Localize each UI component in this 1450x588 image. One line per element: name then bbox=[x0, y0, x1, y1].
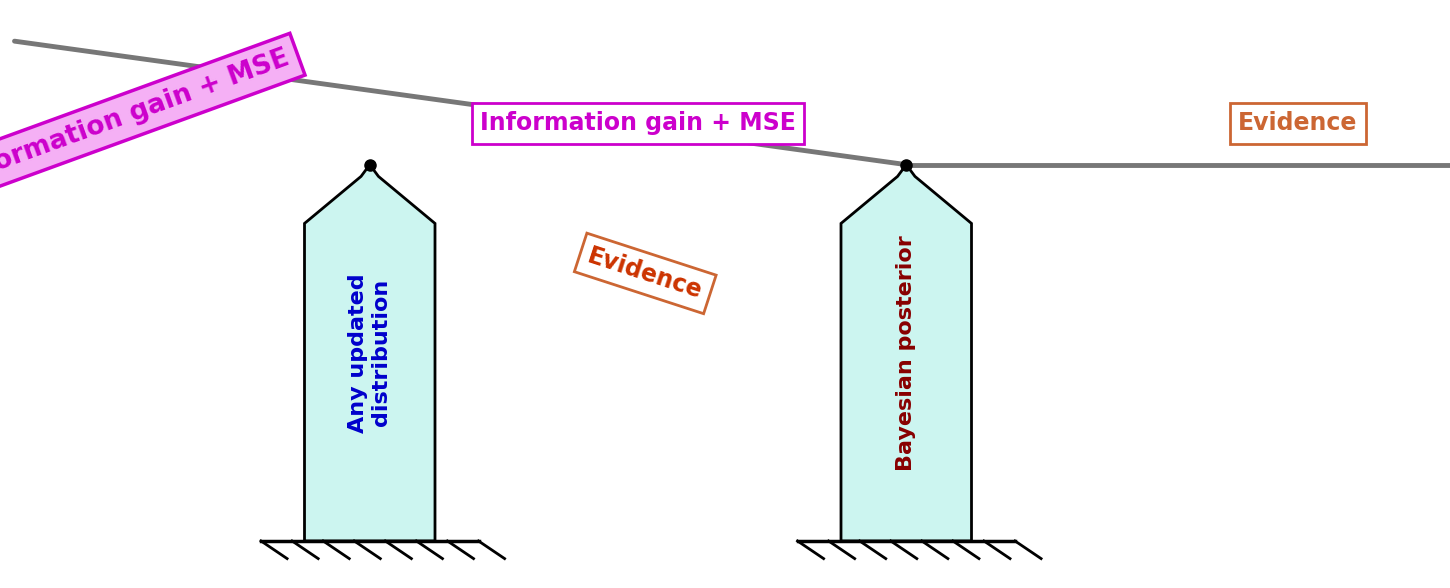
Text: Information gain + MSE: Information gain + MSE bbox=[0, 45, 293, 190]
Text: Evidence: Evidence bbox=[1238, 112, 1357, 135]
Polygon shape bbox=[841, 165, 972, 541]
Text: Bayesian posterior: Bayesian posterior bbox=[896, 235, 916, 470]
Text: Any updated
distribution: Any updated distribution bbox=[348, 273, 392, 433]
Text: Evidence: Evidence bbox=[584, 243, 706, 303]
Polygon shape bbox=[304, 165, 435, 541]
Text: Information gain + MSE: Information gain + MSE bbox=[480, 112, 796, 135]
